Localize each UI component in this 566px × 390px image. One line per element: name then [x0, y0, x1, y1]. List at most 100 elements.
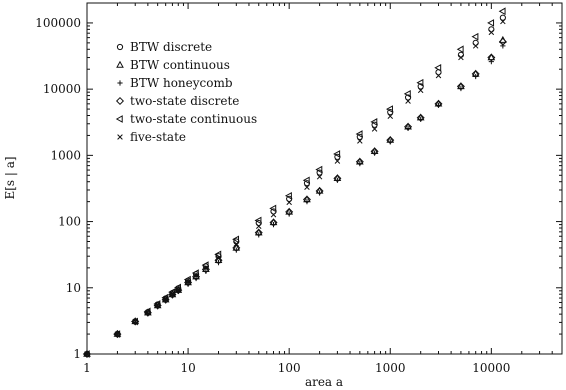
data-point: [471, 69, 480, 78]
data-point: [269, 204, 277, 213]
data-point: [403, 89, 411, 98]
legend-marker: [115, 96, 125, 106]
data-point: [334, 158, 341, 164]
y-tick-label: 100000: [35, 16, 81, 30]
data-point: [215, 260, 222, 266]
data-point: [488, 29, 495, 36]
data-point: [488, 59, 494, 65]
data-point: [254, 228, 263, 237]
data-point: [284, 191, 292, 200]
data-point: [498, 7, 506, 16]
legend-marker: [116, 60, 124, 68]
legend-label: two-state continuous: [130, 112, 257, 126]
x-tick-label: 10000: [472, 361, 510, 375]
data-point: [285, 207, 294, 216]
legend-marker: [115, 115, 123, 123]
data-point: [416, 113, 425, 122]
data-point: [357, 138, 363, 144]
y-axis-title: E[s | a]: [3, 156, 17, 199]
y-tick-label: 10: [66, 281, 81, 295]
legend-marker: [116, 43, 124, 51]
data-point: [82, 350, 90, 358]
data-point: [154, 302, 161, 308]
data-point: [405, 98, 411, 104]
data-point: [232, 243, 241, 252]
data-point: [355, 157, 364, 166]
data-point: [386, 136, 395, 145]
data-point: [131, 317, 138, 326]
y-tick-label: 1000: [50, 148, 81, 162]
data-point: [254, 216, 262, 225]
data-point: [132, 318, 138, 325]
data-point: [456, 45, 464, 54]
data-point: [434, 63, 442, 72]
legend-label: BTW continuous: [130, 58, 230, 72]
data-point: [472, 43, 479, 49]
data-point: [302, 195, 311, 204]
data-point: [162, 296, 169, 302]
data-point: [333, 174, 342, 183]
data-point: [355, 130, 363, 138]
data-point: [315, 186, 324, 195]
data-point: [145, 309, 151, 316]
data-point: [417, 87, 424, 94]
legend-label: BTW honeycomb: [130, 76, 233, 90]
data-point: [471, 32, 479, 41]
data-point: [387, 113, 394, 119]
data-point: [487, 19, 495, 27]
data-point: [457, 51, 465, 58]
data-point: [232, 235, 240, 244]
data-point: [214, 256, 223, 265]
data-point: [435, 72, 442, 79]
legend-label: BTW discrete: [130, 40, 212, 54]
axis-tick-labels: 1 10 100 1000 10000 1 10 100 1000 10000 100000: [35, 16, 510, 375]
legend-label: two-state discrete: [130, 94, 239, 108]
data-point: [333, 150, 341, 158]
legend-marker: [117, 80, 123, 86]
x-tick-label: 100: [278, 361, 301, 375]
y-tick-label: 10000: [43, 82, 81, 96]
data-point: [113, 330, 121, 338]
x-axis-title: area a: [305, 375, 343, 389]
data-point: [487, 53, 496, 62]
data-point: [499, 14, 506, 21]
data-point: [371, 126, 378, 132]
data-point: [370, 147, 379, 156]
data-point: [185, 278, 191, 285]
data-point: [404, 122, 413, 131]
data-point: [304, 184, 310, 190]
data-point: [386, 105, 393, 113]
data-point: [84, 351, 90, 357]
data-point: [316, 174, 323, 180]
data-point: [498, 37, 507, 46]
data-point: [370, 118, 378, 126]
x-tick-label: 1000: [375, 361, 406, 375]
data-point: [315, 165, 323, 174]
data-point: [193, 272, 199, 279]
data-point: [500, 18, 506, 25]
data-point: [500, 43, 506, 49]
x-tick-label: 10: [180, 361, 195, 375]
y-tick-label: 100: [58, 215, 81, 229]
data-point: [434, 99, 443, 108]
data-point: [269, 218, 278, 227]
data-point: [203, 265, 209, 271]
legend-label: five-state: [130, 130, 186, 144]
data-point: [233, 241, 240, 247]
y-tick-label: 1: [73, 347, 81, 361]
data-point: [416, 78, 424, 87]
data-point: [201, 261, 209, 269]
data-point: [286, 199, 292, 206]
data-point: [458, 54, 464, 61]
data-point: [175, 286, 182, 293]
plot-frame: [86, 2, 563, 355]
legend: BTW discrete BTW continuous BTW honeycomb t…: [115, 40, 257, 144]
data-point: [215, 255, 222, 261]
data-point: [456, 82, 465, 91]
legend-marker: [117, 134, 123, 140]
axis-ticks: [86, 2, 563, 355]
data-point: [302, 176, 310, 185]
data-point: [270, 211, 277, 218]
data-point: [169, 291, 176, 297]
